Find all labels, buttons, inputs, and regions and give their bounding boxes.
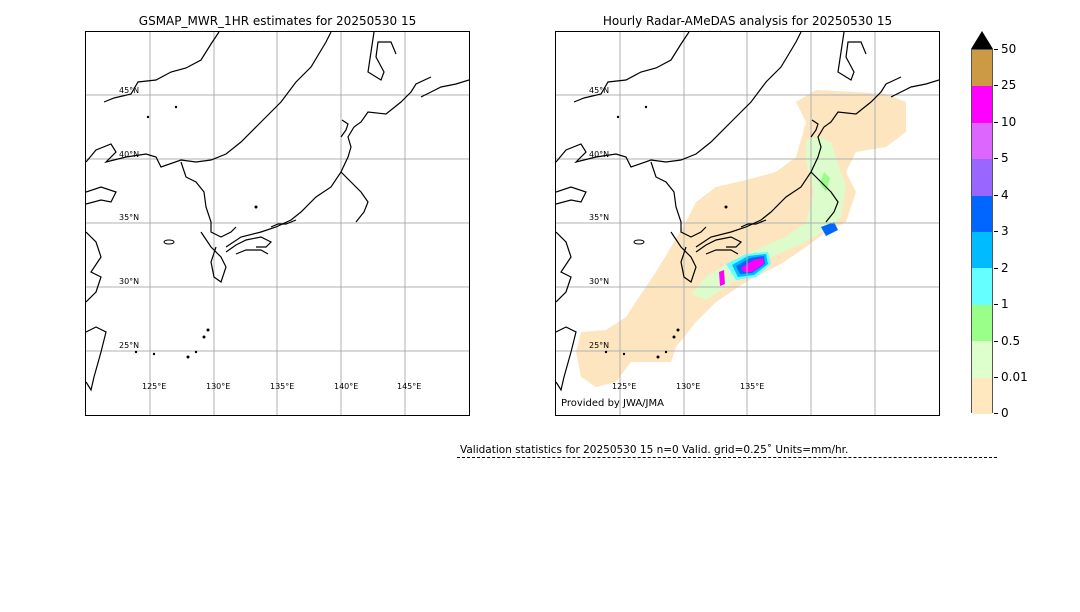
colorbar-tick-10: 10 — [994, 115, 1016, 129]
colorbar-tick-25: 25 — [994, 78, 1016, 92]
right-map-radar — [555, 31, 940, 416]
data-credit: Provided by JWA/JMA — [561, 398, 664, 409]
left-lat-label-45: 45°N — [119, 86, 140, 95]
right-lat-label-30: 30°N — [589, 277, 610, 286]
colorbar-tick-50: 50 — [994, 42, 1016, 56]
colorbar-tick-0-5: 0.5 — [994, 334, 1020, 348]
colorbar-seg-1-2 — [972, 268, 992, 305]
left-map-title: GSMAP_MWR_1HR estimates for 20250530 15 — [138, 14, 417, 28]
colorbar-seg-10-25 — [972, 86, 992, 123]
left-lat-label-30: 30°N — [119, 277, 140, 286]
right-lat-label-35: 35°N — [589, 213, 610, 222]
validation-statistics: Validation statistics for 20250530 15 n=… — [460, 444, 849, 456]
colorbar-tick-5: 5 — [994, 151, 1009, 165]
colorbar-tick-1: 1 — [994, 297, 1009, 311]
left-lon-label-145: 145°E — [397, 382, 422, 391]
colorbar-seg-2-3 — [972, 232, 992, 269]
left-lon-label-130: 130°E — [206, 382, 231, 391]
left-lat-label-35: 35°N — [119, 213, 140, 222]
colorbar-seg-05-1 — [972, 304, 992, 342]
colorbar-seg-5-10 — [972, 122, 992, 160]
validation-divider — [457, 457, 997, 458]
colorbar-tick-3: 3 — [994, 224, 1009, 238]
right-lon-label-125: 125°E — [612, 382, 637, 391]
left-lon-label-135: 135°E — [270, 382, 295, 391]
colorbar-tick-0: 0 — [994, 406, 1009, 420]
colorbar-tick-0-01: 0.01 — [994, 370, 1028, 384]
colorbar-seg-4-5 — [972, 159, 992, 196]
right-lon-label-130: 130°E — [676, 382, 701, 391]
colorbar-seg-001-05 — [972, 341, 992, 378]
right-lat-label-40: 40°N — [589, 150, 610, 159]
right-map-precip-and-coastlines — [556, 32, 939, 415]
colorbar-seg-3-4 — [972, 195, 992, 232]
colorbar-seg-0-001 — [972, 377, 992, 414]
left-map-gsmap — [85, 31, 470, 416]
precip-colorbar — [971, 49, 993, 414]
colorbar-extend-arrow-icon — [971, 31, 993, 49]
right-lon-label-135: 135°E — [740, 382, 765, 391]
colorbar-tick-2: 2 — [994, 261, 1009, 275]
left-map-coastlines — [86, 32, 469, 415]
left-lat-label-25: 25°N — [119, 341, 140, 350]
right-lat-label-45: 45°N — [589, 86, 610, 95]
left-lon-label-125: 125°E — [142, 382, 167, 391]
colorbar-tick-4: 4 — [994, 188, 1009, 202]
left-lat-label-40: 40°N — [119, 150, 140, 159]
left-lon-label-140: 140°E — [334, 382, 359, 391]
right-lat-label-25: 25°N — [589, 341, 610, 350]
right-map-title: Hourly Radar-AMeDAS analysis for 2025053… — [602, 14, 893, 28]
colorbar-seg-25-50 — [972, 50, 992, 87]
